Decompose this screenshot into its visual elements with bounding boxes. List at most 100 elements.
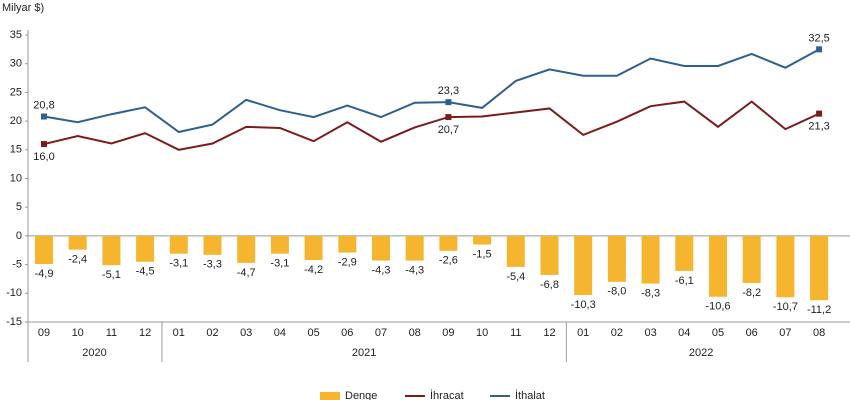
bar (405, 235, 424, 261)
bar-label: -8,0 (607, 286, 626, 298)
bar (169, 235, 188, 254)
bar (742, 235, 761, 283)
bar-label: -11,2 (807, 304, 831, 316)
x-tick-label: 08 (409, 327, 421, 339)
y-tick-label: 0 (16, 230, 22, 242)
bar-label: -4,5 (136, 266, 155, 278)
x-tick-label: 06 (746, 327, 758, 339)
x-tick-label: 04 (678, 327, 690, 339)
y-tick-label: 5 (16, 201, 22, 213)
x-tick-label: 07 (779, 327, 791, 339)
bar-label: -3,1 (270, 258, 289, 270)
bar (574, 235, 593, 296)
x-tick-label: 01 (173, 327, 185, 339)
y-tick-label: 25 (10, 86, 22, 98)
x-tick-label: 03 (644, 327, 656, 339)
y-tick-label: -10 (6, 287, 22, 299)
year-label: 2021 (352, 347, 376, 359)
x-tick-label: 11 (106, 327, 117, 339)
marker (445, 99, 452, 106)
bar-label: -8,3 (641, 287, 660, 299)
bar-label: -2,4 (68, 254, 87, 266)
x-tick-label: 10 (72, 327, 84, 339)
bar (304, 235, 323, 261)
legend-label: İthalat (515, 389, 545, 400)
bar-label: -8,2 (742, 287, 761, 299)
marker (816, 110, 823, 117)
chart-title: Milyar $) (2, 2, 44, 14)
marker (41, 113, 47, 120)
bar-label: -5,1 (102, 269, 121, 281)
bar (68, 235, 87, 250)
x-tick-label: 05 (307, 327, 319, 339)
bar (641, 235, 660, 284)
legend-label: İhracat (430, 389, 464, 400)
bar (203, 235, 222, 255)
bar (439, 235, 458, 251)
y-tick-label: 20 (10, 115, 22, 127)
bar-label: -6,1 (675, 275, 694, 287)
x-tick-label: 02 (611, 327, 623, 339)
bar (102, 235, 121, 266)
x-tick-label: 03 (240, 327, 252, 339)
point-label: 21,3 (808, 121, 829, 133)
bar-label: -2,9 (338, 256, 357, 268)
y-tick-label: -15 (6, 316, 22, 328)
bar-label: -10,7 (773, 301, 798, 313)
x-tick-label: 09 (442, 327, 454, 339)
bar (372, 235, 390, 261)
bar-label: -4,7 (237, 267, 256, 279)
line (43, 100, 820, 151)
y-tick-label: -5 (12, 259, 22, 271)
x-tick-label: 01 (577, 327, 589, 339)
legend-label: Denge (345, 390, 377, 400)
bar-label: -4,9 (35, 268, 54, 280)
bar-label: -6,8 (540, 279, 559, 291)
line (43, 48, 820, 134)
x-tick-label: 12 (543, 327, 555, 339)
bar (338, 235, 357, 253)
point-label: 20,8 (33, 99, 54, 111)
y-tick-label: 15 (10, 144, 22, 156)
bar-label: -1,5 (473, 248, 492, 260)
bar-label: -5,4 (506, 271, 525, 283)
point-label: 23,3 (438, 85, 459, 97)
bar (237, 235, 256, 263)
y-tick-label: 30 (10, 58, 22, 70)
bar (540, 235, 559, 275)
x-tick-label: 11 (510, 327, 521, 339)
y-tick-label: 35 (10, 29, 22, 41)
bar-label: -4,2 (304, 264, 323, 276)
marker (445, 114, 452, 121)
bar (35, 235, 53, 265)
bar (506, 235, 525, 267)
bar (709, 235, 727, 297)
bar-label: -4,3 (405, 264, 424, 276)
x-tick-label: 05 (712, 327, 724, 339)
marker (41, 141, 47, 148)
bar-label: -2,6 (439, 255, 458, 267)
point-label: 16,0 (33, 151, 54, 163)
marker (816, 46, 823, 53)
year-label: 2020 (82, 347, 106, 359)
year-label: 2022 (689, 347, 713, 359)
x-tick-label: 08 (813, 327, 825, 339)
bar-label: -3,3 (203, 259, 222, 271)
bar (136, 235, 155, 262)
bar (270, 235, 289, 254)
x-tick-label: 09 (38, 327, 50, 339)
x-tick-label: 07 (375, 327, 387, 339)
point-label: 32,5 (808, 32, 829, 44)
x-tick-label: 12 (139, 327, 151, 339)
legend-swatch (320, 392, 340, 400)
x-tick-label: 10 (476, 327, 488, 339)
x-tick-label: 06 (341, 327, 353, 339)
bar-label: -4,3 (372, 264, 391, 276)
bar-label: -10,3 (571, 299, 596, 311)
bar-label: -3,1 (169, 258, 188, 270)
bar (607, 235, 626, 282)
bar (810, 235, 829, 301)
bar (776, 235, 795, 298)
x-tick-label: 04 (274, 327, 286, 339)
